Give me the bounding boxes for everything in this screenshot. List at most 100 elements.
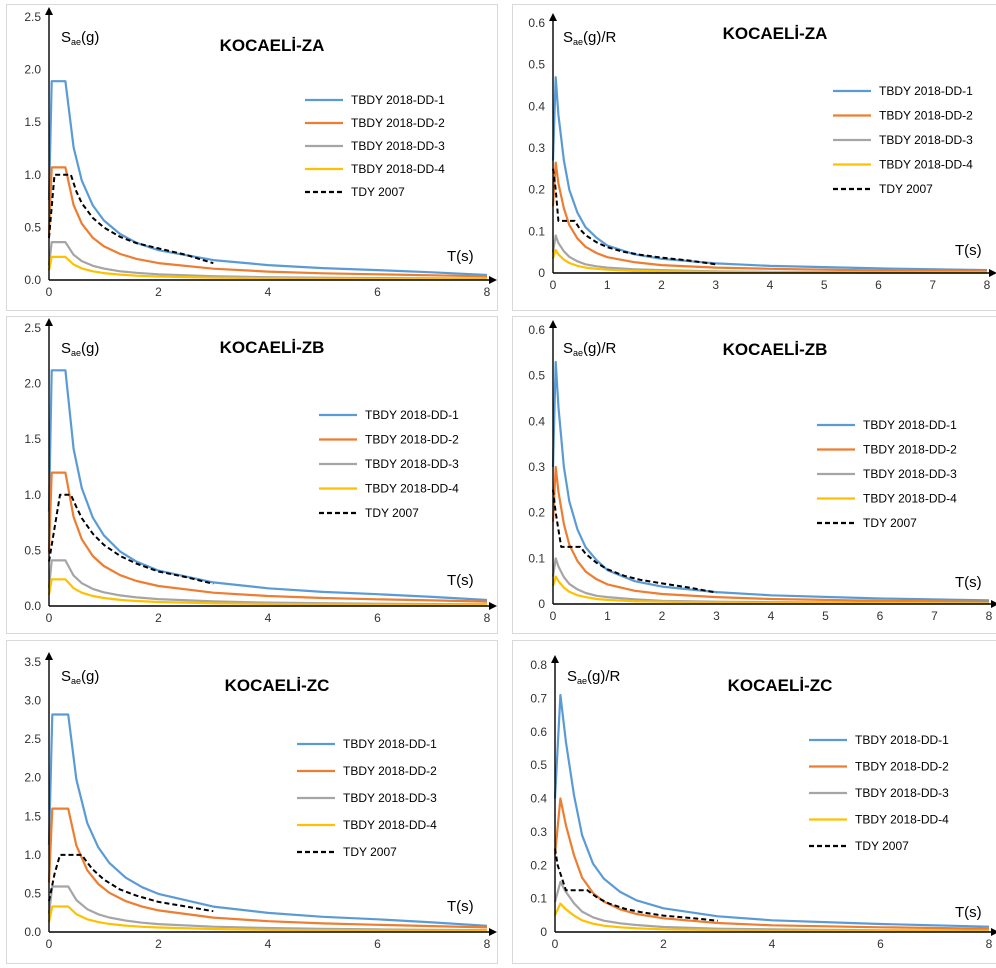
x-tick-label: 5 [822, 609, 829, 623]
x-axis-arrow [991, 600, 996, 608]
x-tick-label: 3 [712, 278, 719, 292]
legend-label: TDY 2007 [863, 516, 917, 530]
y-axis-label-suffix: (g)/R [587, 668, 621, 685]
y-tick-label: 0.4 [530, 792, 547, 806]
y-tick-label: 0.6 [528, 323, 545, 337]
series-line-dd4 [551, 249, 987, 274]
x-axis-label: T(s) [955, 904, 982, 921]
y-axis-arrow [551, 655, 559, 663]
y-tick-label: 0.2 [528, 183, 545, 197]
x-tick-label: 4 [265, 611, 272, 625]
y-tick-label: 0.5 [530, 758, 547, 772]
chart-panel-zb-sae: 0 2 4 6 8 0.0 0.5 1.0 1.5 2.0 2.5 KOCAELİ-ZB Sae(g) T… [6, 316, 498, 634]
y-tick-label: 0.0 [24, 599, 41, 613]
legend-label: TBDY 2018-DD-4 [879, 158, 973, 172]
y-tick-label: 2.0 [24, 63, 41, 77]
x-axis-label: T(s) [955, 242, 982, 259]
x-tick-label: 2 [155, 285, 162, 299]
y-tick-label: 2.0 [24, 377, 41, 391]
legend: TBDY 2018-DD-1 TBDY 2018-DD-2 TBDY 2018-DD… [809, 733, 949, 853]
legend-label: TBDY 2018-DD-4 [351, 162, 445, 176]
series-line-dd2 [47, 471, 488, 603]
x-tick-label: 4 [265, 285, 272, 299]
legend: TBDY 2018-DD-1 TBDY 2018-DD-2 TBDY 2018-DD… [833, 84, 973, 196]
y-tick-label: 0.4 [528, 414, 545, 428]
x-tick-label: 0 [550, 609, 557, 623]
y-tick-label: 0.5 [24, 220, 41, 234]
series-line-tdy [48, 853, 214, 913]
legend-label: TBDY 2018-DD-4 [343, 818, 437, 832]
y-tick-label: 0.6 [530, 725, 547, 739]
y-tick-label: 0.5 [24, 543, 41, 557]
y-tick-label: 3.0 [24, 694, 41, 708]
series-line-dd2 [47, 166, 488, 278]
legend-label: TBDY 2018-DD-1 [343, 737, 437, 751]
y-tick-label: 0.3 [528, 460, 545, 474]
y-axis-label: Sae(g) [61, 668, 99, 686]
chart-svg-za-r: 0 1 2 3 4 5 6 7 8 0 0.1 0.2 0.3 0.4 0.5 0.6 KOCAELİ-ZA Sa… [528, 13, 996, 292]
legend-label: TBDY 2018-DD-3 [879, 133, 973, 147]
legend-label: TBDY 2018-DD-4 [863, 492, 957, 506]
x-tick-label: 2 [155, 937, 162, 951]
y-axis-label-suffix: (g) [81, 29, 99, 46]
legend: TBDY 2018-DD-1 TBDY 2018-DD-2 TBDY 2018-DD… [319, 408, 459, 520]
series-line-dd4 [551, 575, 990, 605]
legend-label: TBDY 2018-DD-3 [855, 786, 949, 800]
y-axis-label-sub: ae [71, 37, 81, 47]
chart-svg-zc-sae: 0 2 4 6 8 0.0 0.5 1.0 1.5 2.0 2.5 3.0 3.5 KOCAELİ-ZC S… [24, 652, 497, 951]
y-axis-arrow [45, 7, 53, 15]
legend-label: TBDY 2018-DD-2 [343, 764, 437, 778]
series-line-dd1 [47, 369, 488, 602]
y-tick-label: 0.1 [530, 892, 547, 906]
y-axis-arrow [45, 652, 53, 660]
legend-label: TBDY 2018-DD-4 [365, 482, 459, 496]
y-axis-label: Sae(g) [61, 29, 99, 47]
y-tick-label: 2.5 [24, 321, 41, 335]
series-line-dd1 [47, 80, 488, 277]
chart-title: KOCAELİ-ZA [723, 24, 828, 43]
series-line-dd4 [554, 902, 990, 933]
legend-label: TDY 2007 [343, 845, 397, 859]
series-line-dd1 [551, 76, 988, 272]
legend-label: TDY 2007 [351, 185, 405, 199]
y-axis-label-main: S [61, 340, 71, 357]
legend-label: TBDY 2018-DD-2 [863, 443, 957, 457]
y-tick-label: 0.2 [530, 858, 547, 872]
chart-panel-za-sae: 0 2 4 6 8 0.0 0.5 1.0 1.5 2.0 2.5 KOCAELİ-ZA Sae(g) T… [6, 4, 498, 311]
chart-title: KOCAELİ-ZA [220, 36, 325, 55]
series-line-tdy [552, 489, 717, 594]
y-axis-label-sub: ae [71, 676, 81, 686]
chart-title: KOCAELİ-ZC [728, 676, 833, 695]
x-tick-label: 6 [374, 611, 381, 625]
legend-label: TBDY 2018-DD-2 [351, 116, 445, 130]
legend: TBDY 2018-DD-1 TBDY 2018-DD-2 TBDY 2018-DD… [297, 737, 437, 859]
x-tick-label: 0 [550, 278, 557, 292]
x-tick-label: 1 [604, 278, 611, 292]
chart-svg-za-sae: 0 2 4 6 8 0.0 0.5 1.0 1.5 2.0 2.5 KOCAELİ-ZA Sae(g) T… [24, 7, 497, 299]
y-tick-label: 0.8 [530, 658, 547, 672]
x-tick-label: 6 [877, 609, 884, 623]
y-axis-label-main: S [567, 668, 577, 685]
y-axis-arrow [45, 318, 53, 326]
series-line-dd1 [551, 360, 990, 602]
y-tick-label: 0.4 [528, 99, 545, 113]
x-tick-label: 5 [821, 278, 828, 292]
x-axis-label: T(s) [447, 248, 474, 265]
chart-panel-zc-sae: 0 2 4 6 8 0.0 0.5 1.0 1.5 2.0 2.5 3.0 3.5 KOCAELİ-ZC S… [6, 640, 498, 964]
series-line-dd2 [551, 161, 988, 273]
y-tick-label: 0 [538, 597, 545, 611]
x-tick-label: 1 [604, 609, 611, 623]
chart-title: KOCAELİ-ZB [723, 340, 828, 359]
y-tick-label: 0.5 [528, 58, 545, 72]
legend-label: TDY 2007 [365, 506, 419, 520]
x-tick-label: 6 [877, 937, 884, 951]
y-tick-label: 0.6 [528, 16, 545, 30]
x-tick-label: 0 [46, 285, 53, 299]
x-axis-label: T(s) [955, 574, 982, 591]
series-line-tdy [552, 168, 716, 266]
y-tick-label: 1.5 [24, 432, 41, 446]
x-axis-arrow [991, 928, 996, 936]
x-tick-label: 4 [767, 278, 774, 292]
series-line-dd2 [47, 807, 488, 929]
y-axis-label-main: S [61, 668, 71, 685]
